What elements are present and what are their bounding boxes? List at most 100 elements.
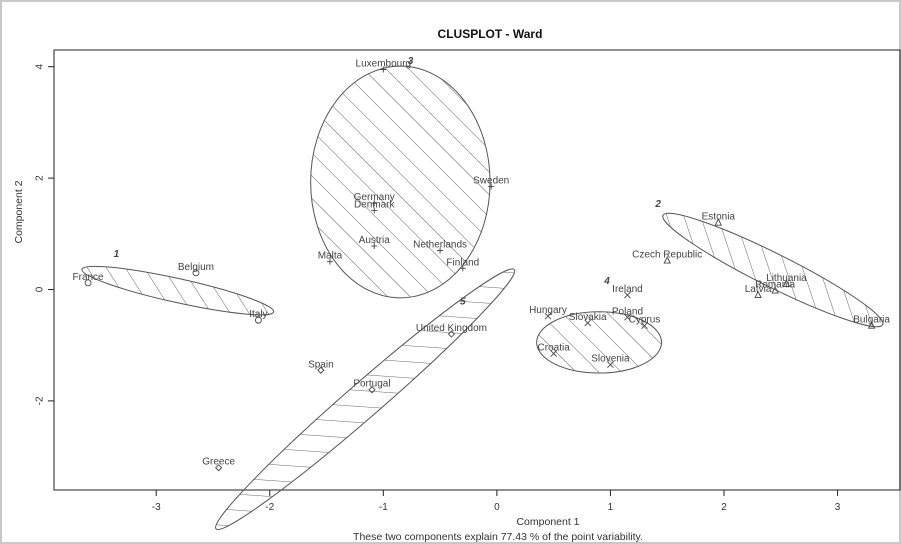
x-tick-label: -3 xyxy=(152,502,161,513)
point-greece: Greece xyxy=(202,457,235,472)
point-belgium: Belgium xyxy=(178,262,214,277)
cross-marker xyxy=(624,291,631,299)
point-label: Spain xyxy=(308,359,334,370)
cluster-label: 3 xyxy=(408,56,414,67)
point-label: Lithuania xyxy=(766,273,807,284)
cluster-ellipse xyxy=(215,268,516,530)
clusters: 1 France Belgium Italy 2 Estonia Czech Republi… xyxy=(73,56,890,530)
y-tick-label: 2 xyxy=(35,175,46,181)
point-label: Estonia xyxy=(702,212,736,223)
point-lithuania: Lithuania xyxy=(766,273,807,287)
cluster-1: 1 France Belgium Italy xyxy=(73,249,275,324)
point-label: Bulgaria xyxy=(853,315,890,326)
cluster-label: 2 xyxy=(654,199,661,210)
cluster-5: 5 United Kingdom Spain Portugal Greece xyxy=(202,268,516,530)
point-label: Cyprus xyxy=(629,315,661,326)
point-label: Austria xyxy=(359,235,391,246)
point-label: Latvia xyxy=(745,284,772,295)
point-label: Belgium xyxy=(178,262,214,273)
point-estonia: Estonia xyxy=(702,212,736,226)
point-austria: Austria xyxy=(359,235,391,250)
circle-marker xyxy=(254,316,262,324)
plus-marker xyxy=(326,258,333,265)
y-tick-label: 4 xyxy=(35,63,46,69)
point-label: Malta xyxy=(318,251,343,262)
plus-marker xyxy=(488,183,495,190)
diamond-marker xyxy=(317,366,325,374)
y-axis-label: Component 2 xyxy=(13,180,25,243)
point-poland: Poland xyxy=(612,306,643,321)
plus-marker xyxy=(437,247,444,254)
point-slovenia: Slovenia xyxy=(591,354,630,369)
point-finland: Finland xyxy=(446,257,479,272)
point-label: Denmark xyxy=(354,199,396,210)
x-tick-label: 0 xyxy=(494,502,500,513)
circle-marker xyxy=(84,279,92,287)
point-label: Italy xyxy=(249,309,267,320)
cross-marker xyxy=(641,322,648,330)
point-france: France xyxy=(73,272,105,287)
point-ireland: Ireland xyxy=(612,284,643,299)
chart-subtitle: These two components explain 77.43 % of … xyxy=(353,531,643,543)
cluster-label: 4 xyxy=(603,276,610,287)
cross-marker xyxy=(544,312,552,320)
point-label: France xyxy=(73,272,105,283)
point-denmark: Denmark xyxy=(354,199,396,214)
point-label: Portugal xyxy=(353,379,390,390)
cross-marker xyxy=(550,350,557,357)
point-italy: Italy xyxy=(249,309,268,324)
point-slovakia: Slovakia xyxy=(569,312,607,327)
circle-marker xyxy=(192,269,200,277)
point-label: Luxembourg xyxy=(356,58,412,69)
point-label: Ireland xyxy=(612,284,643,295)
y-tick-label: 0 xyxy=(35,286,46,292)
point-united-kingdom: United Kingdom xyxy=(416,323,487,338)
cluster-2: 2 Estonia Czech Republic LithuaniaRomaniaLa… xyxy=(632,199,890,329)
x-tick-label: 3 xyxy=(835,502,841,513)
point-croatia: Croatia xyxy=(538,343,571,357)
point-label: Slovenia xyxy=(591,354,630,365)
point-label: Czech Republic xyxy=(632,250,702,261)
triangle-marker xyxy=(754,290,762,299)
point-czech-republic: Czech Republic xyxy=(632,250,702,264)
point-hungary: Hungary xyxy=(529,305,567,320)
point-label: Netherlands xyxy=(413,240,467,251)
chart-title: CLUSPLOT - Ward xyxy=(438,27,543,41)
plus-marker xyxy=(459,265,466,272)
plot-area-box xyxy=(53,49,901,491)
diamond-marker xyxy=(215,464,223,472)
plus-marker xyxy=(380,66,387,73)
triangle-marker xyxy=(771,286,779,294)
point-spain: Spain xyxy=(308,359,334,374)
x-tick-label: 2 xyxy=(721,502,727,513)
point-latvia: Latvia xyxy=(745,284,772,299)
point-label: Poland xyxy=(612,306,643,317)
point-label: Romania xyxy=(755,280,795,291)
point-label: Hungary xyxy=(529,305,567,316)
triangle-marker xyxy=(663,256,671,264)
point-luxembourg: Luxembourg xyxy=(356,58,412,73)
point-cyprus: Cyprus xyxy=(629,315,661,330)
triangle-marker xyxy=(714,218,723,226)
x-tick-label: -1 xyxy=(379,502,388,513)
point-netherlands: Netherlands xyxy=(413,240,467,254)
point-label: Croatia xyxy=(538,343,571,354)
point-label: Slovakia xyxy=(569,312,607,323)
point-bulgaria: Bulgaria xyxy=(853,315,890,329)
cross-marker xyxy=(607,361,614,369)
cross-marker xyxy=(584,319,592,327)
point-portugal: Portugal xyxy=(353,379,391,394)
point-romania: Romania xyxy=(755,280,796,294)
point-germany: Germany xyxy=(354,192,395,207)
x-tick-label: 1 xyxy=(608,502,614,513)
point-label: Finland xyxy=(446,257,479,268)
cluster-ellipse xyxy=(662,212,884,328)
cross-marker xyxy=(624,314,631,321)
triangle-marker xyxy=(867,321,876,329)
cluster-ellipse xyxy=(310,65,491,299)
point-sweden: Sweden xyxy=(473,175,509,190)
point-label: Sweden xyxy=(473,175,509,186)
axes: -3 -2 -1 0 1 2 3 -2 0 2 4 xyxy=(35,63,841,513)
